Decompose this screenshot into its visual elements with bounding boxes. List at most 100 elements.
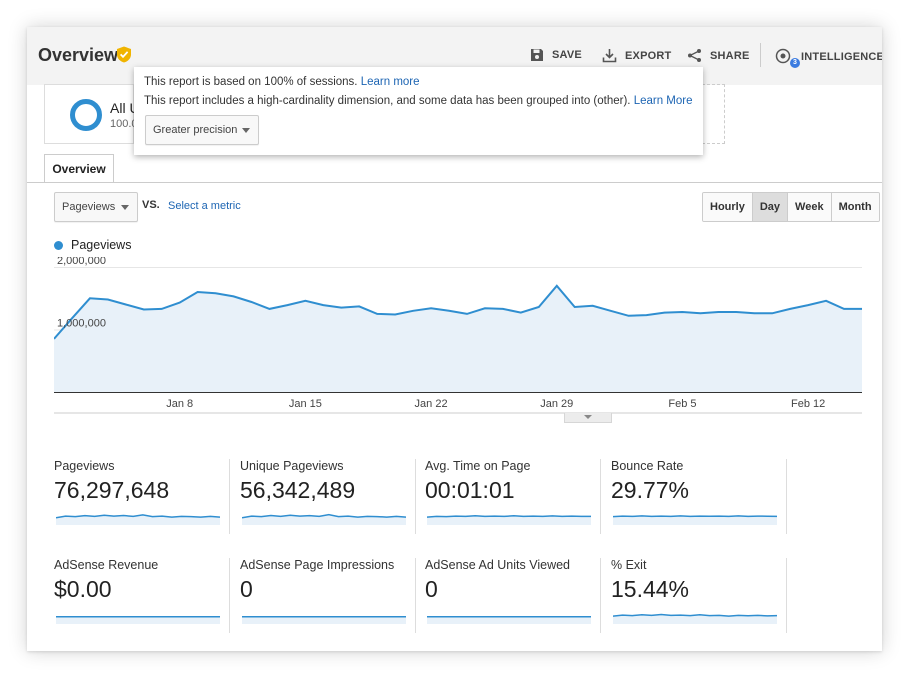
data-point — [304, 300, 306, 302]
chevron-down-icon — [242, 128, 250, 133]
data-point — [340, 306, 342, 308]
segment-all-users[interactable]: All U 100.0 — [44, 84, 140, 144]
intelligence-button[interactable]: 3 INTELLIGENCE — [775, 48, 882, 68]
granularity-toggle: Hourly Day Week Month — [702, 192, 880, 222]
metric-value: 29.77% — [611, 477, 690, 503]
data-point — [609, 310, 611, 312]
learn-more-link-2[interactable]: Learn More — [633, 95, 693, 107]
export-icon — [602, 49, 617, 63]
data-point — [574, 306, 576, 308]
metric-tile[interactable]: Bounce Rate 29.77% — [611, 459, 781, 537]
metric-divider — [229, 558, 230, 633]
data-point — [268, 308, 270, 310]
metric-divider — [415, 459, 416, 534]
data-point — [214, 292, 216, 294]
chart-resize-handle[interactable] — [564, 413, 612, 423]
data-point — [232, 295, 234, 297]
x-tick-label: Feb 5 — [668, 398, 696, 410]
sparkline-area — [613, 515, 777, 525]
metric-value: 76,297,648 — [54, 477, 170, 503]
sparkline-area — [56, 616, 220, 624]
sampling-popup: This report is based on 100% of sessions… — [134, 67, 703, 155]
report-card: Overview SAVE EXPORT SHARE 3 INTELLIGENC… — [27, 27, 882, 651]
data-point — [412, 310, 414, 312]
metric-label: Avg. Time on Page — [425, 459, 531, 473]
metric-label: Pageviews — [54, 459, 115, 473]
sparkline-area — [427, 515, 591, 525]
data-point — [627, 315, 629, 317]
share-button[interactable]: SHARE — [687, 48, 750, 63]
metric-sparkline — [427, 515, 591, 525]
page-title: Overview — [38, 45, 119, 65]
metric-tile[interactable]: AdSense Ad Units Viewed 0 — [425, 558, 595, 636]
data-point — [861, 308, 863, 310]
metric-dropdown[interactable]: Pageviews — [54, 192, 138, 222]
data-point — [376, 313, 378, 315]
sparkline-area — [613, 614, 777, 624]
granularity-week[interactable]: Week — [787, 193, 831, 221]
data-point — [286, 304, 288, 306]
granularity-month[interactable]: Month — [830, 193, 879, 221]
select-metric-link[interactable]: Select a metric — [168, 200, 241, 212]
granularity-hourly[interactable]: Hourly — [703, 193, 752, 221]
data-point — [250, 301, 252, 303]
precision-dropdown[interactable]: Greater precision — [145, 115, 259, 145]
metric-label: AdSense Revenue — [54, 558, 159, 572]
metric-divider — [600, 459, 601, 534]
x-tick-label: Feb 12 — [791, 398, 825, 410]
metric-divider — [600, 558, 601, 633]
metric-tile[interactable]: Pageviews 76,297,648 — [54, 459, 224, 537]
metric-divider — [415, 558, 416, 633]
metric-value: Pageviews — [62, 201, 116, 213]
metric-tile[interactable]: % Exit 15.44% — [611, 558, 781, 636]
data-point — [825, 300, 827, 302]
data-point — [448, 310, 450, 312]
cardinality-message: This report includes a high-cardinality … — [144, 95, 693, 107]
shield-check-icon — [117, 46, 131, 63]
header-divider — [760, 43, 761, 67]
metric-tile[interactable]: AdSense Revenue $0.00 — [54, 558, 224, 636]
sampling-message: This report is based on 100% of sessions… — [144, 76, 420, 88]
intelligence-label: INTELLIGENCE — [801, 51, 882, 63]
metric-value: 56,342,489 — [240, 477, 356, 503]
data-point — [663, 311, 665, 313]
tab-overview[interactable]: Overview — [44, 154, 114, 183]
export-button[interactable]: EXPORT — [602, 48, 671, 63]
metric-sparkline — [56, 616, 220, 624]
save-button[interactable]: SAVE — [530, 48, 582, 62]
sparkline-line — [613, 515, 777, 518]
metric-tile[interactable]: AdSense Page Impressions 0 — [240, 558, 410, 636]
sparkline-area — [56, 514, 220, 525]
x-tick-label: Jan 22 — [415, 398, 448, 410]
metric-value: 0 — [425, 576, 438, 602]
metric-tile[interactable]: Avg. Time on Page 00:01:01 — [425, 459, 595, 537]
metric-sparkline — [427, 616, 591, 624]
data-point — [771, 312, 773, 314]
metric-label: AdSense Page Impressions — [240, 558, 395, 572]
granularity-day[interactable]: Day — [751, 193, 788, 221]
sparkline-line — [242, 513, 406, 519]
legend-dot — [54, 240, 63, 250]
tab-underline — [27, 182, 882, 183]
metric-value: 15.44% — [611, 576, 690, 602]
data-point — [843, 308, 845, 310]
sparkline-area — [427, 616, 591, 624]
metric-value: 0 — [240, 576, 253, 602]
data-point — [125, 303, 127, 305]
x-tick-label: Jan 8 — [166, 398, 193, 410]
data-point — [430, 307, 432, 309]
data-point — [161, 308, 163, 310]
y-tick-label: 2,000,000 — [57, 257, 106, 267]
add-segment-placeholder[interactable] — [702, 84, 725, 144]
segment-donut-icon — [70, 99, 102, 131]
data-point — [520, 311, 522, 313]
metric-divider — [786, 558, 787, 633]
learn-more-link[interactable]: Learn more — [360, 76, 420, 88]
intelligence-icon: 3 — [775, 48, 800, 68]
metric-tile[interactable]: Unique Pageviews 56,342,489 — [240, 459, 410, 537]
chart-legend: Pageviews — [54, 238, 131, 252]
pageviews-chart[interactable]: 2,000,000 1,000,000 Jan 8 Jan 15 Jan 22 Jan 2… — [54, 257, 864, 417]
data-point — [807, 304, 809, 306]
data-point — [322, 304, 324, 306]
metric-label: AdSense Ad Units Viewed — [425, 558, 571, 572]
